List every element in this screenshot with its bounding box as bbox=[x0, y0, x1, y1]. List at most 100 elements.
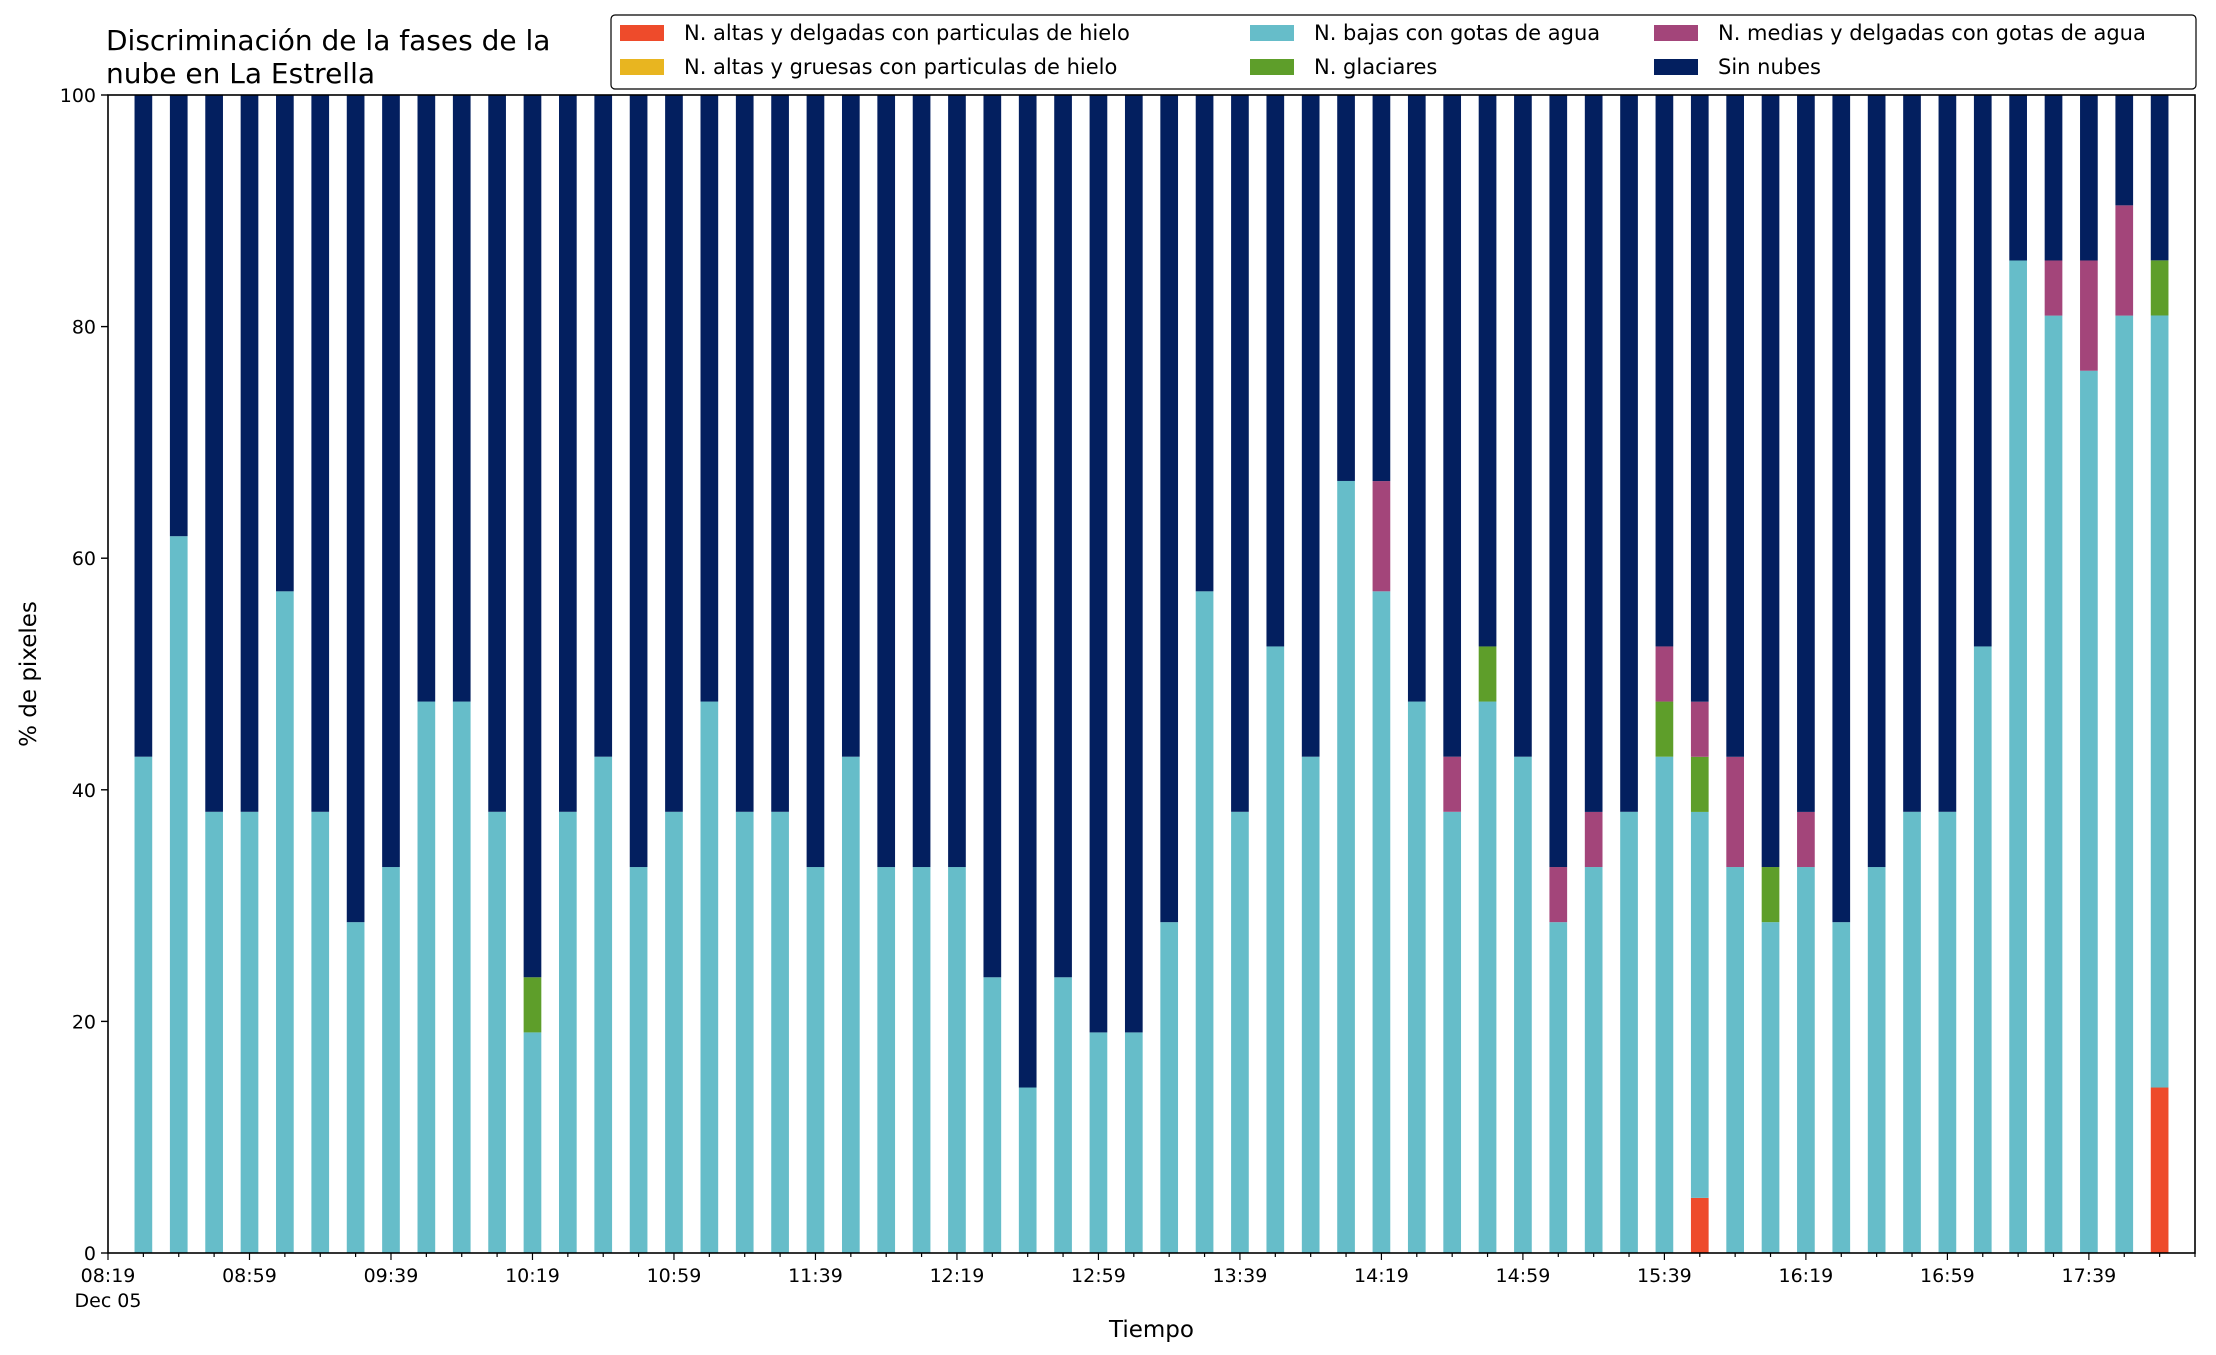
x-tick-sublabel: Dec 05 bbox=[75, 1290, 142, 1312]
bar-segment-2-35 bbox=[1372, 591, 1391, 1253]
bar-segment-2-10 bbox=[488, 811, 506, 1253]
bar-segment-5-42 bbox=[1620, 95, 1638, 812]
bar-segment-5-10 bbox=[488, 95, 506, 812]
x-tick-label: 08:59 bbox=[222, 1265, 277, 1287]
x-tick-label: 16:19 bbox=[1779, 1265, 1834, 1287]
bar-segment-5-22 bbox=[912, 95, 931, 868]
bar-segment-5-3 bbox=[240, 95, 259, 812]
bar-segment-4-45 bbox=[1726, 756, 1744, 868]
bar-segment-5-33 bbox=[1301, 95, 1320, 757]
bar-segment-2-47 bbox=[1797, 867, 1815, 1253]
bar-segment-5-43 bbox=[1655, 95, 1674, 647]
bar-segment-3-38 bbox=[1478, 646, 1497, 702]
y-tick-label: 20 bbox=[72, 1011, 96, 1033]
bar-segment-5-28 bbox=[1124, 95, 1143, 1033]
bar-segment-2-25 bbox=[1018, 1087, 1037, 1253]
bar-segment-2-34 bbox=[1337, 480, 1355, 1254]
bar-segment-4-54 bbox=[2044, 260, 2063, 316]
legend-label-2: N. bajas con gotas de agua bbox=[1314, 21, 1600, 45]
chart-title-line-2: nube en La Estrella bbox=[106, 57, 375, 90]
bar-segment-2-1 bbox=[169, 536, 188, 1253]
bar-segment-0-44 bbox=[1690, 1197, 1709, 1253]
bar-segment-5-38 bbox=[1478, 95, 1497, 647]
bar-segment-4-55 bbox=[2080, 260, 2098, 371]
bar-segment-2-48 bbox=[1832, 922, 1851, 1253]
bar-segment-3-46 bbox=[1761, 867, 1780, 923]
bar-segment-4-37 bbox=[1443, 756, 1462, 812]
bar-segment-5-45 bbox=[1726, 95, 1744, 757]
bars-layer bbox=[134, 94, 2169, 1254]
x-tick-label: 15:39 bbox=[1637, 1265, 1692, 1287]
bar-segment-5-13 bbox=[594, 95, 613, 757]
bar-segment-5-0 bbox=[134, 95, 153, 757]
legend-label-1: N. altas y gruesas con particulas de hie… bbox=[684, 55, 1117, 79]
x-tick-label: 08:19 bbox=[81, 1265, 136, 1287]
bar-segment-5-18 bbox=[771, 95, 789, 812]
bar-segment-5-2 bbox=[205, 95, 223, 812]
x-tick-label: 10:59 bbox=[647, 1265, 702, 1287]
bar-segment-2-56 bbox=[2115, 315, 2134, 1254]
bar-segment-5-34 bbox=[1337, 95, 1355, 481]
bar-segment-2-7 bbox=[382, 867, 400, 1253]
bar-segment-5-55 bbox=[2080, 95, 2098, 261]
bar-segment-3-11 bbox=[523, 977, 542, 1033]
bar-segment-2-0 bbox=[134, 756, 153, 1253]
legend-label-0: N. altas y delgadas con particulas de hi… bbox=[684, 21, 1130, 45]
bar-segment-2-16 bbox=[700, 701, 719, 1253]
bar-segment-4-56 bbox=[2115, 205, 2134, 316]
bar-segment-2-46 bbox=[1761, 922, 1780, 1253]
bar-segment-2-33 bbox=[1301, 756, 1320, 1253]
bar-segment-5-44 bbox=[1690, 95, 1709, 702]
legend-label-5: Sin nubes bbox=[1718, 55, 1821, 79]
bar-segment-5-54 bbox=[2044, 95, 2063, 261]
x-tick-label: 14:19 bbox=[1354, 1265, 1409, 1287]
bar-segment-5-51 bbox=[1938, 95, 1957, 812]
bar-segment-2-4 bbox=[276, 591, 294, 1253]
bar-segment-2-30 bbox=[1195, 591, 1214, 1253]
bar-segment-5-15 bbox=[665, 95, 683, 812]
bar-segment-5-27 bbox=[1089, 95, 1108, 1033]
x-axis-label: Tiempo bbox=[1108, 1317, 1194, 1343]
x-tick-label: 09:39 bbox=[364, 1265, 419, 1287]
bar-segment-4-35 bbox=[1372, 481, 1391, 592]
bar-segment-5-37 bbox=[1443, 95, 1462, 757]
bar-segment-3-43 bbox=[1655, 701, 1674, 757]
x-axis: 08:19 08:59 09:39 10:19 10:59 11:39 12:19 12:59… bbox=[75, 1253, 2196, 1312]
bar-segment-5-19 bbox=[806, 95, 825, 868]
bar-segment-5-6 bbox=[346, 95, 365, 923]
legend-swatch-5 bbox=[1654, 59, 1698, 75]
bar-segment-5-7 bbox=[382, 95, 400, 868]
x-tick-label: 10:19 bbox=[505, 1265, 560, 1287]
bar-segment-2-36 bbox=[1407, 701, 1426, 1253]
y-tick-label: 0 bbox=[84, 1243, 96, 1265]
bar-segment-5-29 bbox=[1160, 95, 1179, 923]
bar-segment-2-12 bbox=[559, 811, 577, 1253]
y-tick-label: 60 bbox=[72, 548, 96, 570]
bar-segment-2-39 bbox=[1514, 756, 1532, 1253]
bar-segment-2-57 bbox=[2150, 315, 2169, 1088]
bar-segment-4-40 bbox=[1549, 867, 1568, 923]
y-tick-label: 80 bbox=[72, 317, 96, 339]
x-tick-label: 13:39 bbox=[1213, 1265, 1268, 1287]
x-tick-label: 12:19 bbox=[930, 1265, 985, 1287]
bar-segment-5-50 bbox=[1903, 95, 1921, 812]
bar-segment-5-53 bbox=[2009, 95, 2027, 261]
bar-segment-2-24 bbox=[983, 977, 1002, 1253]
bar-segment-2-37 bbox=[1443, 811, 1462, 1253]
bar-segment-2-27 bbox=[1089, 1032, 1108, 1253]
bar-segment-5-32 bbox=[1266, 95, 1285, 647]
bar-segment-2-9 bbox=[452, 701, 471, 1253]
bar-segment-4-44 bbox=[1690, 701, 1709, 757]
bar-segment-2-3 bbox=[240, 811, 259, 1253]
legend-swatch-3 bbox=[1250, 59, 1294, 75]
y-axis-label: % de pixeles bbox=[16, 601, 42, 747]
bar-segment-5-9 bbox=[452, 95, 471, 702]
bar-segment-5-46 bbox=[1761, 95, 1780, 868]
x-tick-label: 14:59 bbox=[1496, 1265, 1551, 1287]
legend-label-4: N. medias y delgadas con gotas de agua bbox=[1718, 21, 2146, 45]
bar-segment-2-8 bbox=[417, 701, 436, 1253]
bar-segment-5-17 bbox=[735, 95, 754, 812]
bar-segment-2-45 bbox=[1726, 867, 1744, 1253]
bar-segment-2-2 bbox=[205, 811, 223, 1253]
bar-segment-5-11 bbox=[523, 95, 542, 978]
